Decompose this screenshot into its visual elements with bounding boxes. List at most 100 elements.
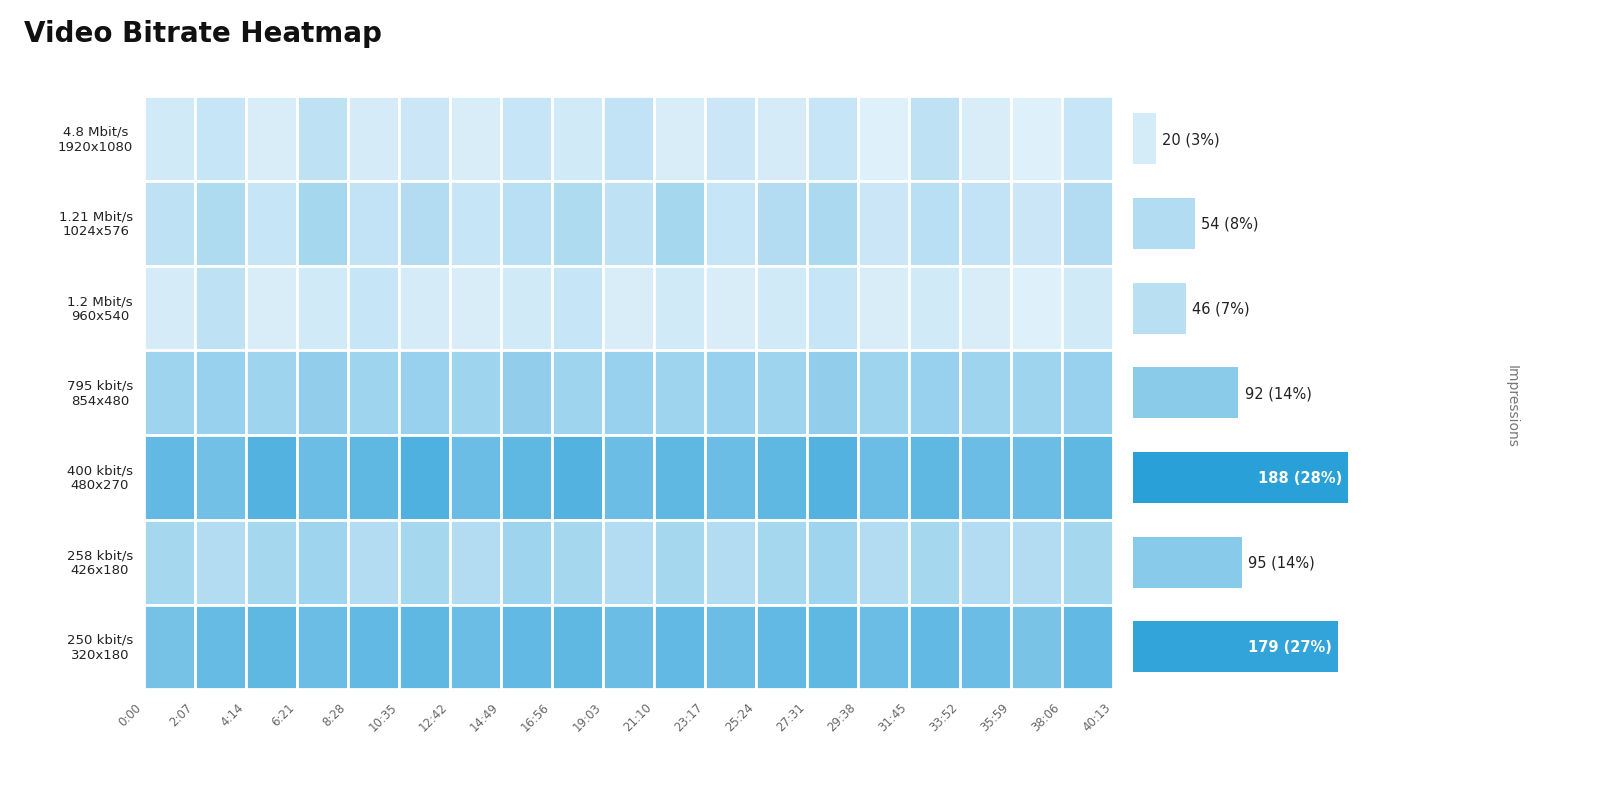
Bar [501, 520, 552, 605]
Text: 20 (3%): 20 (3%) [1162, 132, 1219, 147]
Bar [757, 97, 808, 182]
Bar [144, 267, 195, 351]
Bar [1011, 520, 1062, 605]
Bar [450, 436, 501, 520]
Bar [1011, 97, 1062, 182]
Text: Impressions: Impressions [1506, 364, 1518, 447]
Bar [349, 182, 398, 267]
Bar [195, 436, 246, 520]
Bar [552, 182, 603, 267]
Bar [398, 605, 450, 689]
Bar [398, 351, 450, 436]
Bar [757, 605, 808, 689]
Bar [450, 182, 501, 267]
Bar [909, 97, 960, 182]
Bar [552, 436, 603, 520]
Bar [195, 351, 246, 436]
Bar [960, 267, 1011, 351]
Bar [1133, 368, 1238, 418]
Bar [1062, 436, 1114, 520]
Bar [1062, 351, 1114, 436]
Bar [195, 97, 246, 182]
Bar [1011, 436, 1062, 520]
Bar [909, 520, 960, 605]
Bar [552, 351, 603, 436]
Bar [450, 351, 501, 436]
Bar [144, 520, 195, 605]
Bar [603, 436, 654, 520]
Bar [246, 97, 298, 182]
Bar [398, 97, 450, 182]
Bar [858, 351, 909, 436]
Bar [1133, 199, 1195, 250]
Bar [706, 520, 757, 605]
Bar [960, 97, 1011, 182]
Bar [808, 267, 858, 351]
Bar [603, 520, 654, 605]
Bar [1133, 283, 1186, 334]
Bar [603, 267, 654, 351]
Bar [960, 605, 1011, 689]
Bar [909, 351, 960, 436]
Bar [654, 520, 706, 605]
Bar [349, 520, 398, 605]
Text: 54 (8%): 54 (8%) [1202, 217, 1259, 232]
Bar [706, 436, 757, 520]
Bar [144, 605, 195, 689]
Bar [1062, 267, 1114, 351]
Bar [757, 520, 808, 605]
Bar [144, 351, 195, 436]
Bar [501, 182, 552, 267]
Bar [450, 605, 501, 689]
Bar [1133, 114, 1155, 165]
Bar [858, 267, 909, 351]
Bar [398, 267, 450, 351]
Bar [858, 605, 909, 689]
Bar [298, 97, 349, 182]
Bar [654, 182, 706, 267]
Bar [501, 605, 552, 689]
Bar [1062, 182, 1114, 267]
Text: 179 (27%): 179 (27%) [1248, 640, 1331, 654]
Bar [552, 520, 603, 605]
Bar [1011, 182, 1062, 267]
Bar [501, 97, 552, 182]
Bar [808, 520, 858, 605]
Bar [298, 520, 349, 605]
Bar [398, 436, 450, 520]
Bar [298, 267, 349, 351]
Bar [246, 436, 298, 520]
Bar [603, 605, 654, 689]
Bar [298, 605, 349, 689]
Bar [195, 267, 246, 351]
Bar [757, 351, 808, 436]
Bar [858, 520, 909, 605]
Bar [654, 351, 706, 436]
Bar [654, 436, 706, 520]
Bar [808, 351, 858, 436]
Text: Video Bitrate Heatmap: Video Bitrate Heatmap [24, 20, 382, 48]
Bar [552, 267, 603, 351]
Bar [1062, 520, 1114, 605]
Bar [246, 520, 298, 605]
Text: 188 (28%): 188 (28%) [1258, 470, 1342, 486]
Bar [246, 351, 298, 436]
Bar [144, 436, 195, 520]
Bar [1133, 453, 1349, 504]
Bar [654, 605, 706, 689]
Bar [1133, 622, 1338, 672]
Bar [1011, 605, 1062, 689]
Bar [144, 182, 195, 267]
Bar [654, 267, 706, 351]
Text: 95 (14%): 95 (14%) [1248, 555, 1315, 570]
Bar [501, 267, 552, 351]
Bar [398, 182, 450, 267]
Bar [501, 436, 552, 520]
Bar [195, 182, 246, 267]
Text: 46 (7%): 46 (7%) [1192, 301, 1250, 316]
Bar [349, 97, 398, 182]
Bar [757, 182, 808, 267]
Bar [298, 351, 349, 436]
Bar [552, 97, 603, 182]
Bar [808, 182, 858, 267]
